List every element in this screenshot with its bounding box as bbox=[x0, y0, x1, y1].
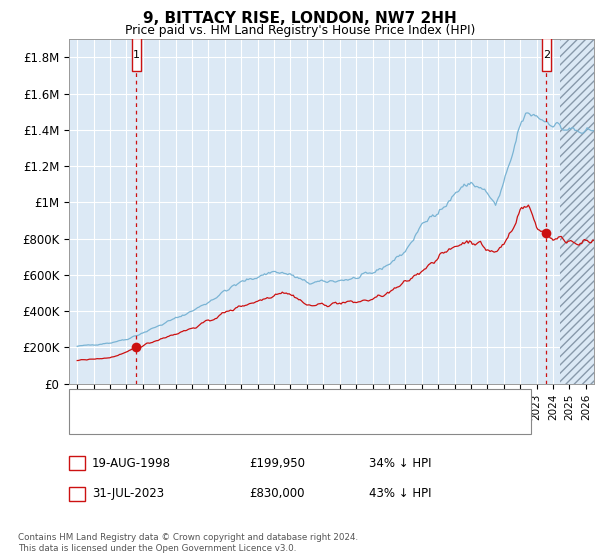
Text: 1: 1 bbox=[133, 50, 140, 60]
Text: 31-JUL-2023: 31-JUL-2023 bbox=[92, 487, 164, 501]
Text: 34% ↓ HPI: 34% ↓ HPI bbox=[369, 456, 431, 470]
Text: £199,950: £199,950 bbox=[249, 456, 305, 470]
FancyBboxPatch shape bbox=[131, 38, 141, 71]
FancyBboxPatch shape bbox=[542, 38, 551, 71]
Text: 2: 2 bbox=[73, 487, 80, 501]
Text: £830,000: £830,000 bbox=[249, 487, 305, 501]
Text: 19-AUG-1998: 19-AUG-1998 bbox=[92, 456, 171, 470]
Bar bbox=[560, 39, 594, 384]
Text: Price paid vs. HM Land Registry's House Price Index (HPI): Price paid vs. HM Land Registry's House … bbox=[125, 24, 475, 36]
Text: 2: 2 bbox=[543, 50, 550, 60]
Text: 43% ↓ HPI: 43% ↓ HPI bbox=[369, 487, 431, 501]
Text: 9, BITTACY RISE, LONDON, NW7 2HH (detached house): 9, BITTACY RISE, LONDON, NW7 2HH (detach… bbox=[112, 396, 418, 407]
Text: 1: 1 bbox=[73, 456, 80, 470]
Text: HPI: Average price, detached house, Barnet: HPI: Average price, detached house, Barn… bbox=[112, 418, 356, 428]
Text: 9, BITTACY RISE, LONDON, NW7 2HH: 9, BITTACY RISE, LONDON, NW7 2HH bbox=[143, 11, 457, 26]
Text: Contains HM Land Registry data © Crown copyright and database right 2024.
This d: Contains HM Land Registry data © Crown c… bbox=[18, 533, 358, 553]
